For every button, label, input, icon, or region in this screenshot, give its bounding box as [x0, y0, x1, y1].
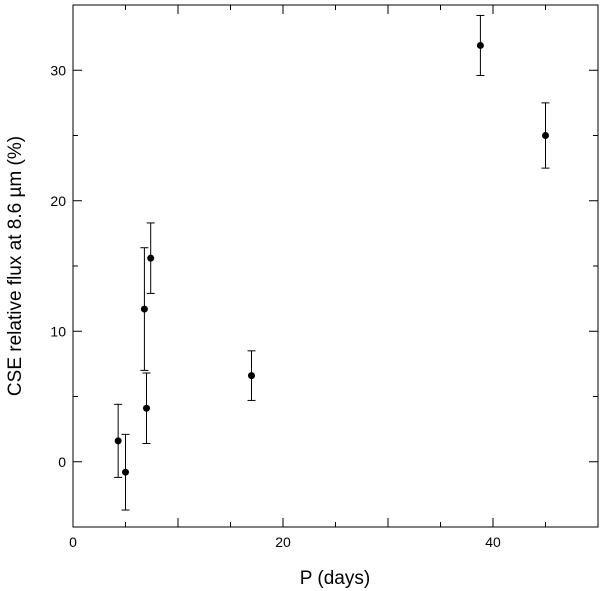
x-tick-label: 40	[485, 534, 501, 550]
data-point	[121, 433, 130, 511]
x-tick-labels: 0 20 40	[69, 534, 501, 550]
marker	[248, 372, 255, 380]
x-tick-label: 0	[69, 534, 77, 550]
x-axis-label: P (days)	[300, 568, 370, 589]
marker	[476, 41, 484, 49]
axis-ticks	[72, 4, 599, 528]
x-tick-label: 20	[275, 534, 291, 550]
marker	[542, 132, 549, 139]
y-tick-label: 20	[50, 193, 66, 209]
data-point	[142, 372, 151, 444]
data-point	[146, 222, 155, 294]
marker	[114, 437, 122, 445]
marker	[143, 404, 150, 412]
y-tick-labels: 0 10 20 30	[50, 62, 66, 470]
data-point	[140, 247, 149, 371]
data-point	[247, 350, 256, 401]
y-tick-label: 0	[58, 454, 66, 470]
marker	[140, 305, 148, 313]
data-points	[114, 14, 550, 511]
plot-frame	[72, 4, 599, 528]
marker	[122, 468, 129, 476]
data-point	[114, 403, 123, 478]
y-tick-label: 30	[50, 62, 66, 78]
marker	[147, 254, 155, 262]
y-tick-label: 10	[50, 323, 66, 339]
data-point	[541, 102, 550, 169]
y-axis-label: CSE relative flux at 8.6 µm (%)	[5, 136, 26, 396]
data-point	[476, 14, 485, 76]
